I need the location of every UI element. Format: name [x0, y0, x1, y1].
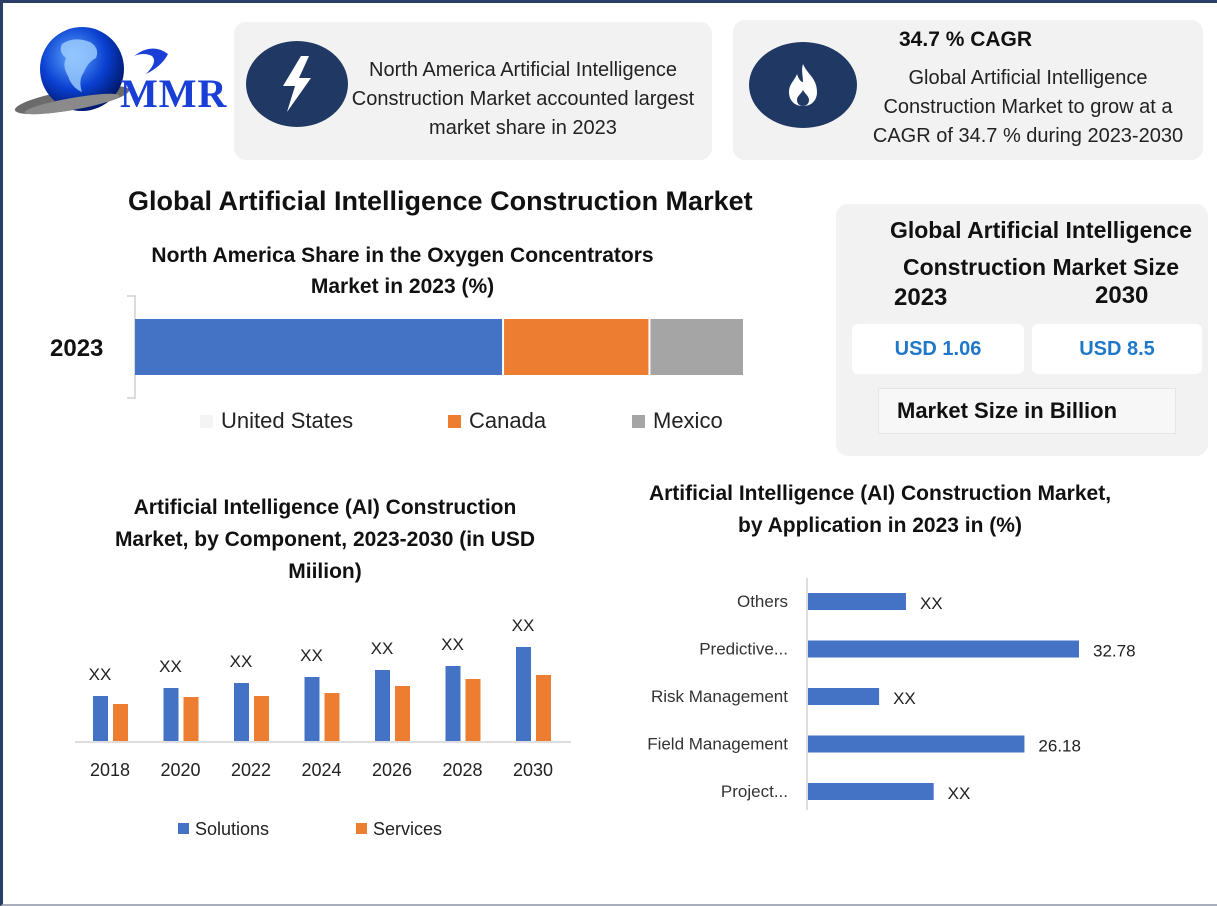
market-size-title: Global Artificial Intelligence Construct… [889, 217, 1193, 280]
application-chart: Others XX Predictive... 32.78 Risk Managemen… [647, 578, 1136, 810]
logo-text: MMR [120, 71, 228, 116]
component-bar-services-2018 [113, 704, 128, 741]
market-size-unit-label: Market Size in Billion [878, 388, 1176, 434]
component-legend-solutions: Solutions [195, 819, 269, 839]
application-bar-project [808, 783, 934, 800]
highlight-card-cagr: 34.7 % CAGR Global Artificial Intelligen… [733, 20, 1203, 160]
share-legend-canada: Canada [448, 408, 546, 434]
component-data-label-2022: XX [230, 652, 253, 671]
component-data-label-2020: XX [159, 657, 182, 676]
component-bar-solutions-2030 [516, 647, 531, 741]
component-bar-solutions-2020 [163, 688, 179, 741]
component-chart-title: Artificial Intelligence (AI) Constructio… [114, 496, 536, 583]
application-category-predictive: Predictive... [699, 640, 788, 659]
component-legend-services: Services [373, 819, 442, 839]
share-chart-title: North America Share in the Oxygen Concen… [151, 244, 654, 298]
share-bar-canada [504, 319, 649, 375]
share-axis [127, 295, 136, 399]
share-category-label: 2023 [50, 335, 103, 362]
legend-label: Canada [469, 408, 547, 433]
component-bar-solutions-2026 [375, 670, 390, 741]
application-chart-title: Artificial Intelligence (AI) Constructio… [648, 482, 1112, 537]
application-bar-others [808, 593, 906, 610]
legend-label: United States [221, 408, 354, 433]
component-data-label-2028: XX [441, 635, 464, 654]
component-legend-swatch-services [356, 823, 367, 834]
market-size-unit-text: Market Size in Billion [897, 398, 1118, 423]
flame-icon [749, 42, 857, 128]
application-bar-field-management [808, 735, 1025, 753]
lightning-bolt-icon [246, 41, 348, 127]
component-tick-label-2030: 2030 [513, 760, 553, 780]
legend-swatch [448, 414, 461, 428]
component-bar-solutions-2018 [93, 696, 108, 741]
market-size-year-end: 2030 [1095, 282, 1149, 309]
highlight-text-north-america: North America Artificial Intelligence Co… [351, 59, 695, 139]
cagr-headline: 34.7 % CAGR [899, 28, 1033, 51]
legend-label: Mexico [653, 408, 723, 433]
market-size-value-2023: USD 1.06 [852, 324, 1024, 374]
component-tick-label-2026: 2026 [372, 760, 412, 780]
component-bar-services-2022 [254, 696, 269, 741]
application-bar-risk-management [808, 688, 880, 705]
component-bar-solutions-2028 [445, 666, 461, 741]
market-size-value-2030: USD 8.5 [1032, 324, 1202, 374]
component-tick-label-2028: 2028 [442, 760, 482, 780]
application-category-others: Others [737, 592, 788, 611]
component-bar-services-2030 [536, 675, 551, 741]
highlight-text-cagr: Global Artificial Intelligence Construct… [872, 67, 1184, 147]
component-bar-solutions-2022 [234, 683, 249, 741]
application-category-project: Project... [721, 782, 788, 801]
highlight-card-north-america: North America Artificial Intelligence Co… [234, 22, 712, 160]
market-size-year-start: 2023 [894, 284, 948, 311]
component-legend-swatch-solutions [178, 823, 189, 834]
globe-icon [14, 27, 130, 115]
component-bar-services-2028 [465, 679, 481, 741]
legend-swatch [200, 414, 213, 428]
share-bar-mexico [650, 319, 743, 375]
component-data-label-2024: XX [300, 646, 323, 665]
component-data-label-2018: XX [89, 665, 112, 684]
application-data-label-predictive: 32.78 [1093, 642, 1136, 661]
component-tick-label-2018: 2018 [90, 760, 130, 780]
application-data-label-others: XX [920, 594, 943, 613]
component-bar-services-2024 [324, 693, 340, 741]
component-tick-label-2020: 2020 [160, 760, 200, 780]
market-size-card: Global Artificial Intelligence Construct… [836, 204, 1208, 456]
component-tick-label-2022: 2022 [231, 760, 271, 780]
application-data-label-risk-management: XX [893, 689, 916, 708]
main-title: Global Artificial Intelligence Construct… [128, 186, 753, 216]
share-legend-united-states: United States [200, 408, 353, 434]
share-legend-mexico: Mexico [632, 408, 723, 434]
component-bar-services-2020 [183, 697, 199, 741]
component-data-label-2026: XX [371, 639, 394, 658]
application-category-field-management: Field Management [647, 735, 788, 754]
component-chart: XX 2018 XX 2020 XX 2022 XX 2024 XX 2026 XX 2028 XX 20… [75, 616, 571, 839]
application-bar-predictive [808, 640, 1079, 658]
application-data-label-field-management: 26.18 [1038, 737, 1081, 756]
component-data-label-2030: XX [512, 616, 535, 635]
application-data-label-project: XX [948, 784, 971, 803]
mmr-logo: MMR [12, 22, 237, 122]
legend-swatch [632, 414, 645, 428]
component-tick-label-2024: 2024 [301, 760, 341, 780]
component-bar-solutions-2024 [304, 677, 320, 741]
share-chart: 2023 [50, 295, 743, 399]
swoosh-icon [134, 48, 168, 74]
share-bar-united-states [135, 319, 503, 375]
application-category-risk-management: Risk Management [651, 687, 788, 706]
component-bar-services-2026 [395, 686, 410, 741]
